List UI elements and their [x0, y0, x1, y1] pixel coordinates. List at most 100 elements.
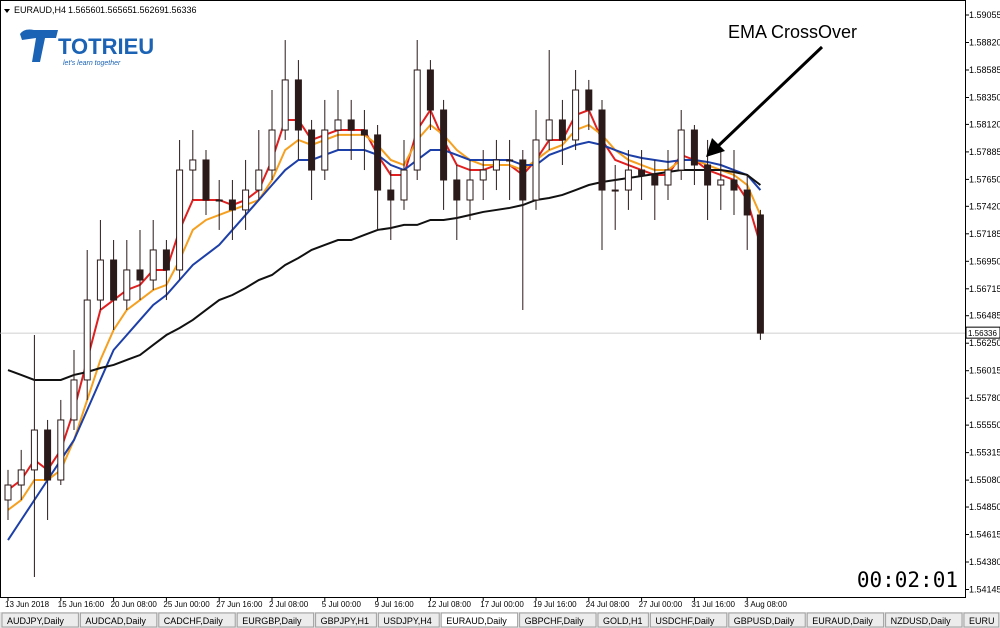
candle-body	[268, 129, 276, 171]
x-tick-label: 12 Jul 08:00	[427, 600, 471, 609]
tab[interactable]	[236, 612, 315, 628]
tab-label[interactable]: GBPCHF,Daily	[525, 616, 585, 626]
candle-body	[255, 169, 263, 191]
candle-body	[4, 484, 12, 501]
tab[interactable]	[1, 612, 79, 628]
y-tick-label: 1.55550	[969, 420, 1000, 430]
y-tick-label: 1.58120	[969, 119, 1000, 129]
candle-body	[374, 134, 382, 191]
tab-label[interactable]: AUDJPY,Daily	[7, 616, 64, 626]
x-tick-label: 9 Jul 16:00	[375, 600, 415, 609]
candle-body	[57, 419, 65, 481]
candle-body	[717, 179, 725, 186]
logo: TOTRIEU let's learn together	[20, 29, 154, 67]
candle-body	[585, 89, 593, 111]
candle-body	[149, 249, 157, 281]
y-tick-label: 1.58820	[969, 37, 1000, 47]
tab[interactable]	[377, 612, 440, 628]
y-tick-label: 1.55080	[969, 475, 1000, 485]
candle-body	[110, 259, 118, 301]
candle-body	[17, 469, 25, 486]
tab[interactable]	[885, 612, 963, 628]
tab-label[interactable]: GBPUSD,Daily	[734, 616, 795, 626]
tab-label[interactable]: CADCHF,Daily	[164, 616, 224, 626]
x-tick-label: 3 Aug 08:00	[744, 600, 787, 609]
tab-label[interactable]: GBPJPY,H1	[321, 616, 369, 626]
tab-label[interactable]: EURGBP,Daily	[242, 616, 302, 626]
y-tick-label: 1.57885	[969, 147, 1000, 157]
tab[interactable]	[728, 612, 806, 628]
x-tick-label: 25 Jun 00:00	[163, 600, 210, 609]
candle-body	[30, 429, 38, 471]
tab-label[interactable]: EURU	[969, 616, 995, 626]
tab[interactable]	[519, 612, 597, 628]
candle-body	[321, 129, 329, 171]
tab[interactable]	[963, 612, 1000, 628]
y-tick-label: 1.55315	[969, 448, 1000, 458]
annotation: EMA CrossOver	[728, 22, 857, 42]
candle-body	[123, 269, 131, 301]
logo-icon	[20, 29, 58, 62]
x-tick-label: 2 Jul 08:00	[269, 600, 309, 609]
candle-body	[704, 164, 712, 186]
tab[interactable]	[440, 612, 519, 628]
menu-arrow[interactable]	[4, 9, 10, 13]
tab[interactable]	[79, 612, 158, 628]
candle-body	[638, 169, 646, 176]
y-tick-label: 1.54380	[969, 557, 1000, 567]
candle-body	[756, 214, 764, 334]
candle-body	[202, 159, 210, 201]
candle-body	[690, 129, 698, 166]
header-value: 1.56565	[100, 5, 133, 15]
x-tick-label: 31 Jul 16:00	[691, 600, 735, 609]
tab-label[interactable]: USDCHF,Daily	[655, 616, 715, 626]
tab-label[interactable]: GOLD,H1	[603, 616, 643, 626]
y-tick-label: 1.56015	[969, 366, 1000, 376]
tab[interactable]	[315, 612, 377, 628]
tab-label[interactable]: EURAUD,Daily	[446, 616, 507, 626]
tab[interactable]	[806, 612, 885, 628]
candle-body	[413, 69, 421, 171]
tab[interactable]	[649, 612, 728, 628]
candle-body	[598, 109, 606, 191]
ema-line	[7, 169, 762, 381]
ema-line	[7, 123, 762, 511]
x-tick-label: 27 Jun 16:00	[216, 600, 263, 609]
header-value: 1.56269	[132, 5, 165, 15]
candle-body	[664, 169, 672, 186]
header-value: 1.56336	[164, 5, 197, 15]
candle-body	[387, 189, 395, 201]
candle-body	[44, 429, 52, 481]
candle-body	[506, 159, 514, 162]
tab-label[interactable]: EURAUD,Daily	[812, 616, 873, 626]
x-tick-label: 19 Jul 16:00	[533, 600, 577, 609]
candle-body	[677, 129, 685, 171]
candle-body	[215, 199, 223, 202]
candle-body	[651, 174, 659, 186]
candle-body	[624, 169, 632, 191]
tab-label[interactable]: NZDUSD,Daily	[891, 616, 952, 626]
candle-body	[136, 269, 144, 281]
candle-body	[519, 159, 527, 201]
tab[interactable]	[597, 612, 649, 628]
y-tick-label: 1.54145	[969, 585, 1000, 595]
tab-label[interactable]: AUDCAD,Daily	[85, 616, 146, 626]
tab-label[interactable]: USDJPY,H4	[383, 616, 431, 626]
y-tick-label: 1.56950	[969, 256, 1000, 266]
candle-body	[400, 169, 408, 201]
candle-body	[83, 299, 91, 381]
candle-body	[281, 79, 289, 131]
tab[interactable]	[158, 612, 236, 628]
candle-body	[492, 159, 500, 171]
candle-body	[162, 249, 170, 271]
logo-tagline: let's learn together	[63, 60, 121, 67]
candle-body	[532, 139, 540, 201]
candle-body	[453, 179, 461, 201]
candle-body	[294, 79, 302, 131]
candle-body	[308, 129, 316, 171]
y-tick-label: 1.56250	[969, 338, 1000, 348]
price-tag-label: 1.56336	[968, 329, 997, 338]
price-tag	[965, 326, 1000, 339]
x-tick-label: 17 Jul 00:00	[480, 600, 524, 609]
